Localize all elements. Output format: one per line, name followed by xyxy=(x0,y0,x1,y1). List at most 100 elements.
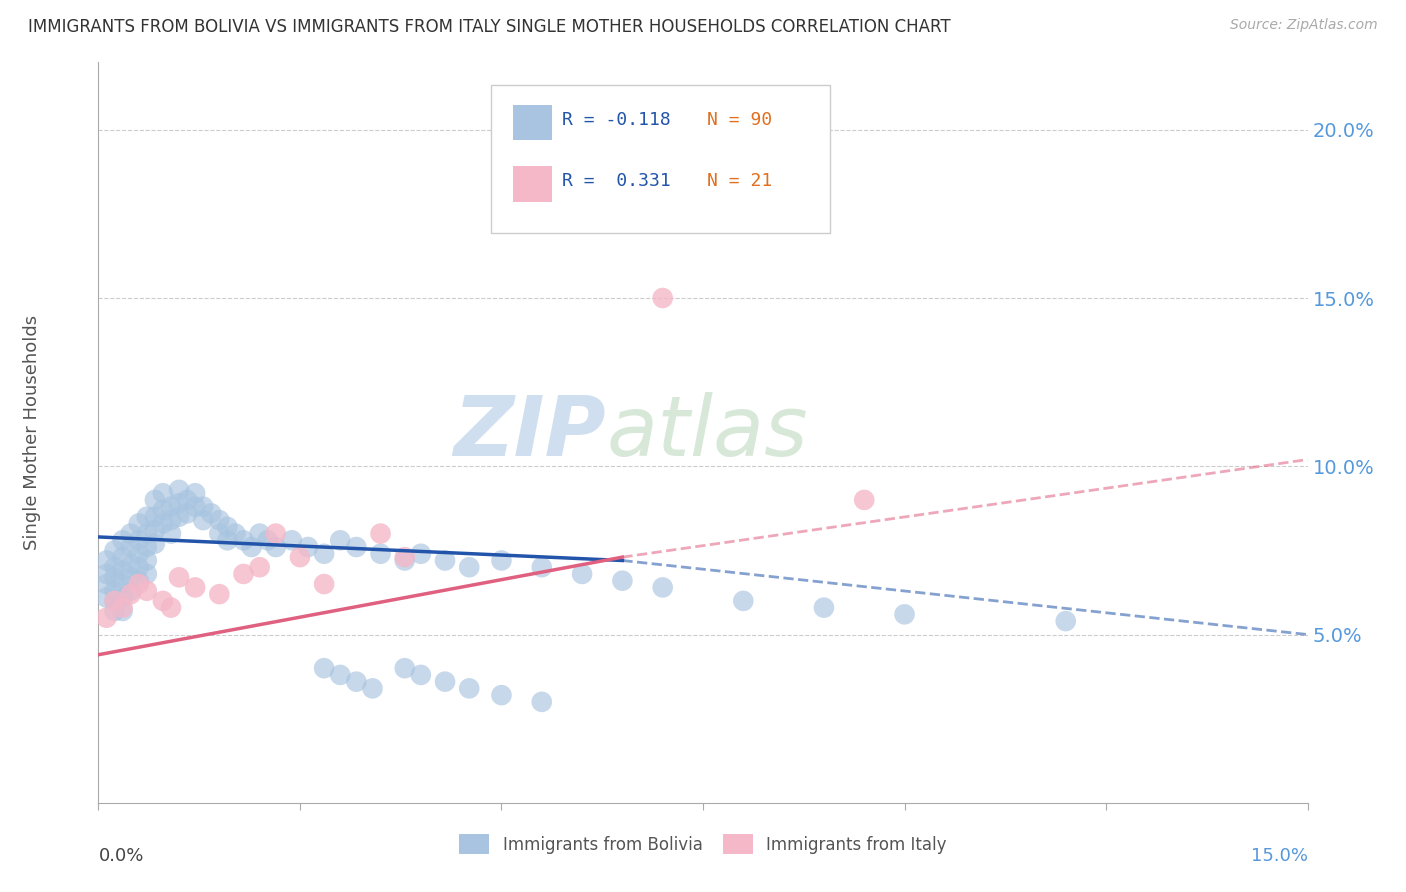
Point xyxy=(111,577,134,591)
Point xyxy=(96,591,118,605)
Point xyxy=(240,540,263,554)
Point xyxy=(135,509,157,524)
Point xyxy=(394,550,416,565)
Point xyxy=(370,526,392,541)
Point xyxy=(96,553,118,567)
Point xyxy=(160,500,183,514)
Point xyxy=(120,526,142,541)
Text: 0.0%: 0.0% xyxy=(98,847,143,865)
Point xyxy=(103,583,125,598)
Point xyxy=(314,547,336,561)
Point xyxy=(120,583,142,598)
Point xyxy=(152,594,174,608)
Point xyxy=(184,581,207,595)
Point xyxy=(264,540,287,554)
Point xyxy=(103,560,125,574)
Point xyxy=(135,540,157,554)
Point xyxy=(249,526,271,541)
Point xyxy=(394,553,416,567)
Point xyxy=(314,577,336,591)
Point xyxy=(152,503,174,517)
Point xyxy=(344,540,367,554)
Point xyxy=(143,492,166,507)
Text: N = 21: N = 21 xyxy=(707,172,772,190)
Point xyxy=(111,604,134,618)
Point xyxy=(128,547,150,561)
Point xyxy=(184,486,207,500)
Point xyxy=(167,570,190,584)
Point xyxy=(103,543,125,558)
Point xyxy=(297,540,319,554)
Point xyxy=(458,681,481,696)
Point xyxy=(491,688,513,702)
Point xyxy=(167,509,190,524)
Point xyxy=(491,553,513,567)
Point xyxy=(249,560,271,574)
Point xyxy=(184,500,207,514)
Point xyxy=(160,526,183,541)
Text: 15.0%: 15.0% xyxy=(1250,847,1308,865)
Point xyxy=(111,550,134,565)
FancyBboxPatch shape xyxy=(492,85,830,233)
Point xyxy=(111,564,134,578)
Text: Source: ZipAtlas.com: Source: ZipAtlas.com xyxy=(1230,18,1378,32)
Point xyxy=(120,587,142,601)
Point xyxy=(612,574,634,588)
Point xyxy=(167,496,190,510)
Point xyxy=(394,661,416,675)
Text: atlas: atlas xyxy=(606,392,808,473)
Point xyxy=(160,600,183,615)
Point xyxy=(434,674,457,689)
Point xyxy=(167,483,190,497)
Point xyxy=(344,674,367,689)
Point xyxy=(200,507,222,521)
Point xyxy=(152,516,174,531)
Point xyxy=(232,566,254,581)
Point xyxy=(193,513,215,527)
Point xyxy=(329,533,352,548)
Point xyxy=(176,492,198,507)
Point xyxy=(135,583,157,598)
Point xyxy=(193,500,215,514)
Point xyxy=(409,668,432,682)
Point xyxy=(1054,614,1077,628)
Point xyxy=(96,610,118,624)
Point xyxy=(893,607,915,622)
Point xyxy=(217,520,239,534)
Point xyxy=(208,587,231,601)
Text: Single Mother Households: Single Mother Households xyxy=(22,315,41,550)
Point xyxy=(176,507,198,521)
Point xyxy=(143,523,166,537)
Point xyxy=(208,526,231,541)
Point xyxy=(281,533,304,548)
Point xyxy=(96,566,118,581)
Point xyxy=(329,668,352,682)
Point xyxy=(288,550,311,565)
Text: IMMIGRANTS FROM BOLIVIA VS IMMIGRANTS FROM ITALY SINGLE MOTHER HOUSEHOLDS CORREL: IMMIGRANTS FROM BOLIVIA VS IMMIGRANTS FR… xyxy=(28,18,950,36)
Point xyxy=(103,594,125,608)
Point xyxy=(651,581,673,595)
Point xyxy=(530,190,553,204)
Text: R =  0.331: R = 0.331 xyxy=(561,172,671,190)
Point xyxy=(232,533,254,548)
Point xyxy=(111,600,134,615)
FancyBboxPatch shape xyxy=(513,104,551,140)
Point xyxy=(120,570,142,584)
Text: ZIP: ZIP xyxy=(454,392,606,473)
Point xyxy=(135,526,157,541)
Point xyxy=(103,570,125,584)
Point xyxy=(651,291,673,305)
Point xyxy=(853,492,876,507)
Point xyxy=(530,695,553,709)
Point xyxy=(217,533,239,548)
Point xyxy=(128,533,150,548)
Point xyxy=(103,594,125,608)
FancyBboxPatch shape xyxy=(513,166,551,202)
Point xyxy=(135,566,157,581)
Legend: Immigrants from Bolivia, Immigrants from Italy: Immigrants from Bolivia, Immigrants from… xyxy=(453,828,953,861)
Point xyxy=(264,526,287,541)
Point xyxy=(224,526,246,541)
Point xyxy=(370,547,392,561)
Point xyxy=(128,577,150,591)
Point xyxy=(256,533,278,548)
